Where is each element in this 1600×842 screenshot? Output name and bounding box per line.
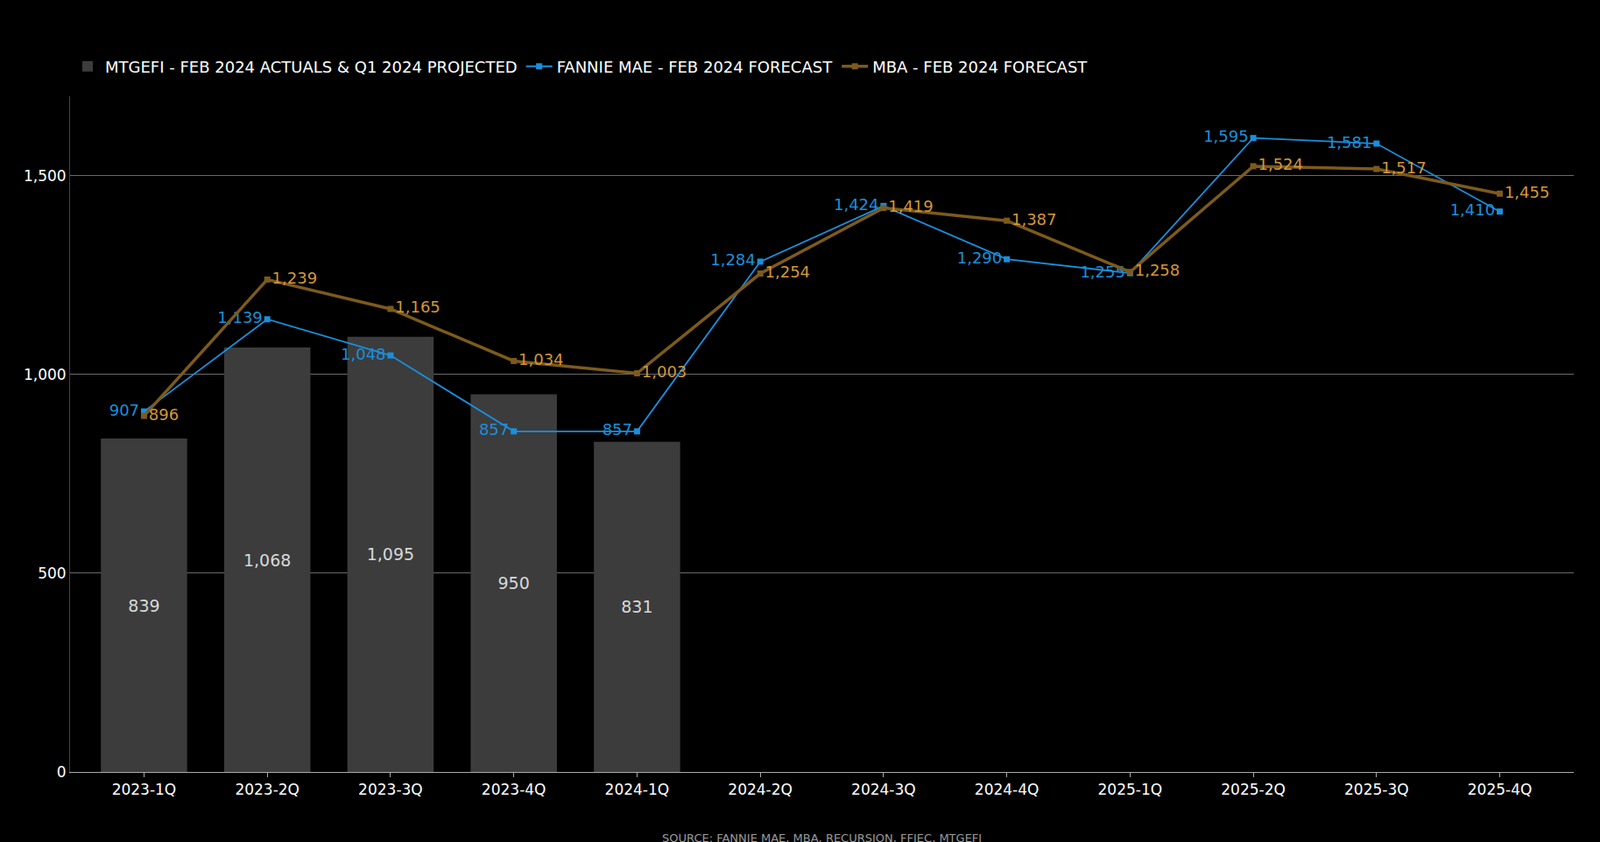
svg-text:2024-3Q: 2024-3Q (851, 781, 917, 799)
svg-text:2024-1Q: 2024-1Q (605, 781, 670, 799)
svg-text:2025-1Q: 2025-1Q (1098, 781, 1163, 799)
svg-text:500: 500 (37, 564, 66, 583)
svg-text:857: 857 (479, 420, 509, 439)
svg-text:1,239: 1,239 (272, 268, 318, 288)
svg-text:857: 857 (602, 420, 633, 439)
svg-text:907: 907 (109, 401, 140, 420)
svg-text:1,003: 1,003 (641, 362, 688, 381)
svg-text:1,254: 1,254 (765, 262, 811, 282)
svg-text:0: 0 (56, 763, 67, 782)
svg-text:2025-4Q: 2025-4Q (1467, 781, 1533, 799)
svg-text:1,165: 1,165 (394, 297, 441, 317)
svg-text:1,517: 1,517 (1381, 158, 1427, 177)
svg-text:FANNIE MAE - FEB 2024 FORECAST: FANNIE MAE - FEB 2024 FORECAST (556, 57, 834, 77)
svg-text:1,284: 1,284 (710, 250, 756, 269)
svg-text:SOURCE: FANNIE MAE, MBA, RECUR: SOURCE: FANNIE MAE, MBA, RECURSION, FFIE… (662, 831, 982, 842)
svg-text:1,581: 1,581 (1326, 133, 1373, 152)
svg-text:1,095: 1,095 (366, 544, 415, 564)
svg-text:1,139: 1,139 (217, 308, 263, 327)
svg-text:1,500: 1,500 (23, 167, 67, 185)
svg-text:1,410: 1,410 (1450, 200, 1496, 219)
svg-text:2024-4Q: 2024-4Q (974, 781, 1040, 799)
svg-text:2025-3Q: 2025-3Q (1344, 781, 1410, 799)
svg-text:2025-2Q: 2025-2Q (1220, 781, 1286, 799)
svg-text:MTGEFI - FEB 2024 ACTUALS & Q1: MTGEFI - FEB 2024 ACTUALS & Q1 2024 PROJ… (105, 57, 518, 77)
svg-text:1,068: 1,068 (243, 550, 291, 571)
svg-text:1,000: 1,000 (23, 366, 67, 384)
svg-text:2023-1Q: 2023-1Q (112, 781, 177, 799)
svg-text:831: 831 (620, 597, 653, 617)
svg-text:2024-2Q: 2024-2Q (727, 781, 793, 799)
svg-text:896: 896 (148, 405, 179, 424)
svg-text:1,424: 1,424 (833, 195, 880, 214)
svg-text:1,290: 1,290 (957, 248, 1003, 268)
svg-text:1,524: 1,524 (1257, 155, 1304, 174)
svg-text:1,034: 1,034 (518, 350, 564, 369)
svg-text:MBA - FEB 2024 FORECAST: MBA - FEB 2024 FORECAST (872, 57, 1088, 77)
svg-text:1,387: 1,387 (1011, 210, 1058, 229)
svg-text:1,258: 1,258 (1134, 260, 1181, 280)
svg-text:2023-2Q: 2023-2Q (234, 781, 300, 799)
svg-text:2023-4Q: 2023-4Q (481, 781, 547, 799)
svg-text:1,419: 1,419 (888, 197, 934, 216)
svg-text:1,455: 1,455 (1504, 183, 1551, 202)
svg-text:2023-3Q: 2023-3Q (358, 781, 423, 799)
svg-text:1,255: 1,255 (1079, 262, 1126, 282)
svg-text:1,595: 1,595 (1203, 126, 1249, 146)
svg-text:950: 950 (498, 573, 530, 593)
svg-text:839: 839 (127, 596, 160, 616)
svg-text:1,048: 1,048 (340, 345, 387, 364)
